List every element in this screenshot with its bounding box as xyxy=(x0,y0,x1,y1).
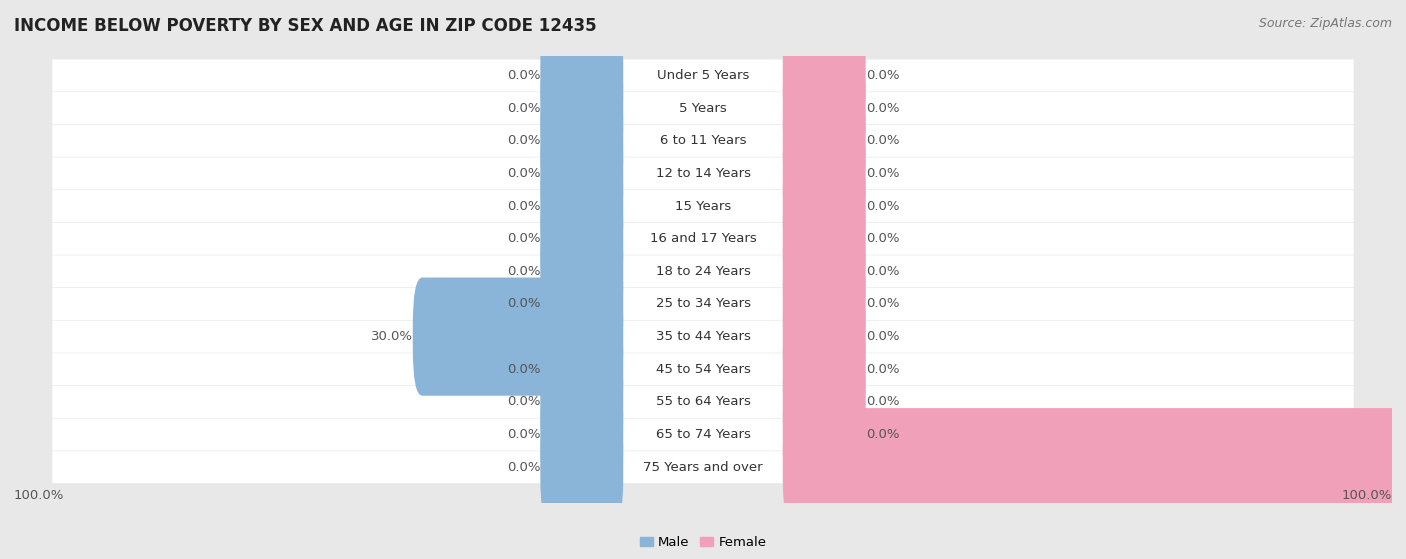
Text: 0.0%: 0.0% xyxy=(866,200,900,212)
Text: 100.0%: 100.0% xyxy=(1341,490,1392,503)
Text: 0.0%: 0.0% xyxy=(506,69,540,82)
Text: 30.0%: 30.0% xyxy=(371,330,413,343)
Text: 0.0%: 0.0% xyxy=(866,232,900,245)
Text: 0.0%: 0.0% xyxy=(506,363,540,376)
Text: 75 Years and over: 75 Years and over xyxy=(643,461,763,473)
FancyBboxPatch shape xyxy=(540,147,623,265)
FancyBboxPatch shape xyxy=(52,158,1354,190)
FancyBboxPatch shape xyxy=(540,115,623,233)
Text: 0.0%: 0.0% xyxy=(866,102,900,115)
Text: INCOME BELOW POVERTY BY SEX AND AGE IN ZIP CODE 12435: INCOME BELOW POVERTY BY SEX AND AGE IN Z… xyxy=(14,17,596,35)
Text: 0.0%: 0.0% xyxy=(866,134,900,147)
FancyBboxPatch shape xyxy=(52,451,1354,483)
FancyBboxPatch shape xyxy=(783,277,866,396)
Text: 0.0%: 0.0% xyxy=(866,363,900,376)
Text: 6 to 11 Years: 6 to 11 Years xyxy=(659,134,747,147)
FancyBboxPatch shape xyxy=(52,59,1354,92)
Text: 0.0%: 0.0% xyxy=(866,297,900,310)
Text: Under 5 Years: Under 5 Years xyxy=(657,69,749,82)
Legend: Male, Female: Male, Female xyxy=(634,531,772,555)
FancyBboxPatch shape xyxy=(540,82,623,200)
FancyBboxPatch shape xyxy=(783,82,866,200)
Text: 16 and 17 Years: 16 and 17 Years xyxy=(650,232,756,245)
Text: 18 to 24 Years: 18 to 24 Years xyxy=(655,265,751,278)
Text: 45 to 54 Years: 45 to 54 Years xyxy=(655,363,751,376)
FancyBboxPatch shape xyxy=(783,49,866,167)
Text: 0.0%: 0.0% xyxy=(506,297,540,310)
FancyBboxPatch shape xyxy=(52,419,1354,451)
FancyBboxPatch shape xyxy=(540,212,623,330)
FancyBboxPatch shape xyxy=(540,343,623,461)
Text: 0.0%: 0.0% xyxy=(866,69,900,82)
Text: 0.0%: 0.0% xyxy=(506,395,540,409)
Text: 25 to 34 Years: 25 to 34 Years xyxy=(655,297,751,310)
Text: 0.0%: 0.0% xyxy=(506,102,540,115)
FancyBboxPatch shape xyxy=(413,277,623,396)
FancyBboxPatch shape xyxy=(52,125,1354,157)
Text: 55 to 64 Years: 55 to 64 Years xyxy=(655,395,751,409)
Text: 0.0%: 0.0% xyxy=(506,428,540,441)
FancyBboxPatch shape xyxy=(783,179,866,298)
FancyBboxPatch shape xyxy=(540,245,623,363)
FancyBboxPatch shape xyxy=(783,147,866,265)
Text: Source: ZipAtlas.com: Source: ZipAtlas.com xyxy=(1258,17,1392,30)
FancyBboxPatch shape xyxy=(783,212,866,330)
FancyBboxPatch shape xyxy=(783,343,866,461)
FancyBboxPatch shape xyxy=(783,310,866,428)
Text: 0.0%: 0.0% xyxy=(506,461,540,473)
FancyBboxPatch shape xyxy=(540,16,623,135)
Text: 35 to 44 Years: 35 to 44 Years xyxy=(655,330,751,343)
Text: 0.0%: 0.0% xyxy=(506,134,540,147)
FancyBboxPatch shape xyxy=(783,408,1406,526)
FancyBboxPatch shape xyxy=(52,353,1354,385)
Text: 15 Years: 15 Years xyxy=(675,200,731,212)
Text: 0.0%: 0.0% xyxy=(506,167,540,180)
Text: 12 to 14 Years: 12 to 14 Years xyxy=(655,167,751,180)
FancyBboxPatch shape xyxy=(540,310,623,428)
FancyBboxPatch shape xyxy=(783,245,866,363)
Text: 0.0%: 0.0% xyxy=(506,232,540,245)
FancyBboxPatch shape xyxy=(783,115,866,233)
FancyBboxPatch shape xyxy=(52,386,1354,418)
FancyBboxPatch shape xyxy=(52,222,1354,255)
Text: 100.0%: 100.0% xyxy=(14,490,65,503)
FancyBboxPatch shape xyxy=(52,92,1354,124)
FancyBboxPatch shape xyxy=(540,376,623,494)
FancyBboxPatch shape xyxy=(52,288,1354,320)
FancyBboxPatch shape xyxy=(52,321,1354,353)
Text: 0.0%: 0.0% xyxy=(866,428,900,441)
Text: 65 to 74 Years: 65 to 74 Years xyxy=(655,428,751,441)
FancyBboxPatch shape xyxy=(52,190,1354,222)
Text: 0.0%: 0.0% xyxy=(866,330,900,343)
Text: 0.0%: 0.0% xyxy=(866,395,900,409)
FancyBboxPatch shape xyxy=(783,376,866,494)
FancyBboxPatch shape xyxy=(540,179,623,298)
Text: 0.0%: 0.0% xyxy=(506,265,540,278)
FancyBboxPatch shape xyxy=(52,255,1354,287)
Text: 0.0%: 0.0% xyxy=(866,265,900,278)
FancyBboxPatch shape xyxy=(540,408,623,526)
FancyBboxPatch shape xyxy=(540,49,623,167)
Text: 0.0%: 0.0% xyxy=(866,167,900,180)
FancyBboxPatch shape xyxy=(783,16,866,135)
Text: 5 Years: 5 Years xyxy=(679,102,727,115)
Text: 0.0%: 0.0% xyxy=(506,200,540,212)
